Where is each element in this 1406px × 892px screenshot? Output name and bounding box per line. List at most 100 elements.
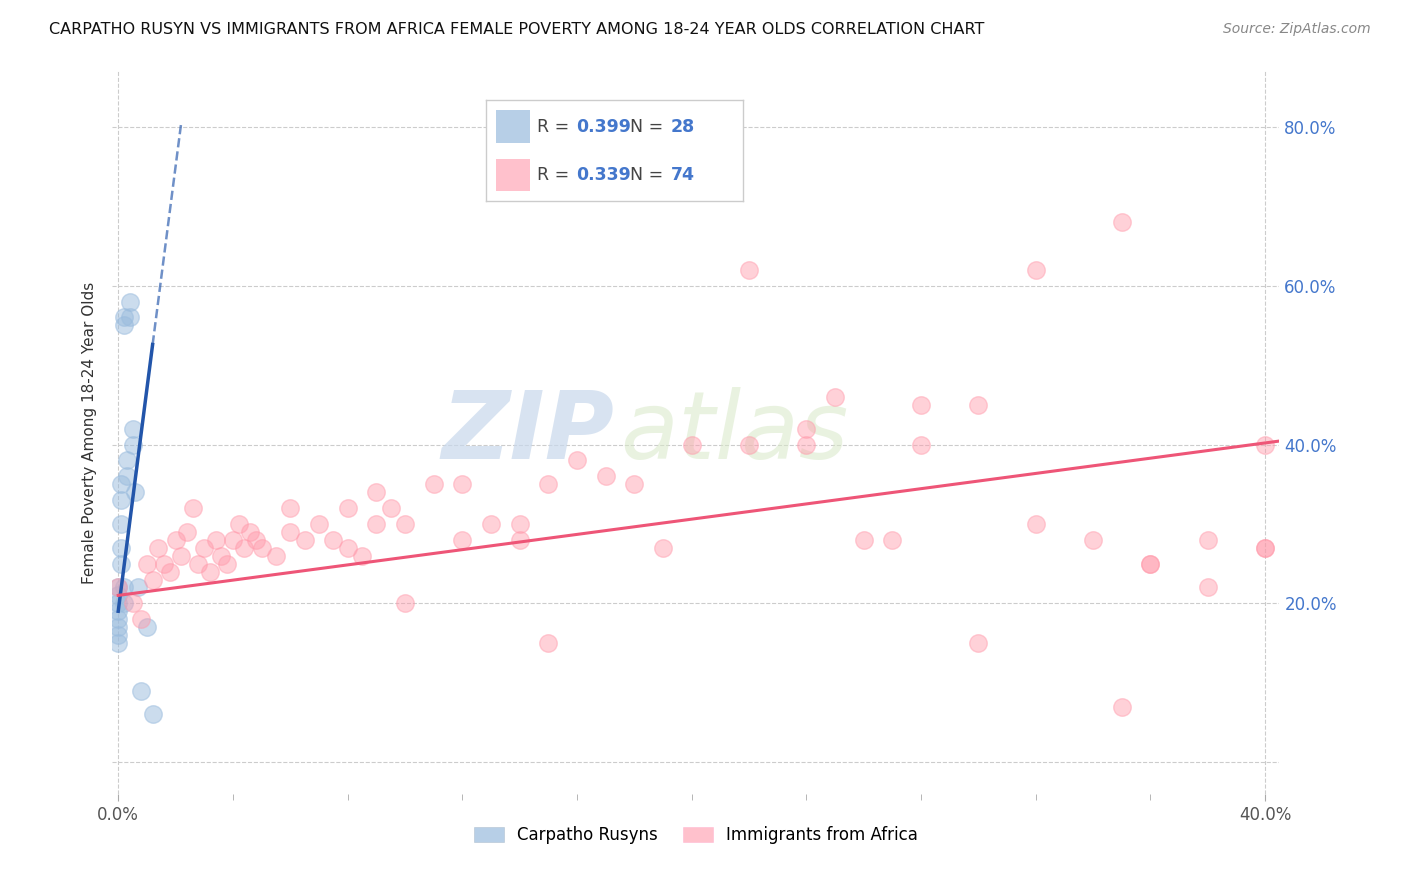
Text: CARPATHO RUSYN VS IMMIGRANTS FROM AFRICA FEMALE POVERTY AMONG 18-24 YEAR OLDS CO: CARPATHO RUSYN VS IMMIGRANTS FROM AFRICA…	[49, 22, 984, 37]
Point	[112, 318, 135, 333]
Point	[336, 501, 359, 516]
Point	[294, 533, 316, 547]
Point	[738, 263, 761, 277]
Legend: Carpatho Rusyns, Immigrants from Africa: Carpatho Rusyns, Immigrants from Africa	[467, 819, 925, 851]
Point	[422, 477, 444, 491]
Point	[380, 501, 402, 516]
Point	[910, 437, 932, 451]
Point	[107, 581, 129, 595]
Point	[451, 477, 474, 491]
Point	[135, 620, 157, 634]
Point	[107, 628, 129, 642]
Text: Source: ZipAtlas.com: Source: ZipAtlas.com	[1223, 22, 1371, 37]
Point	[228, 516, 250, 531]
Point	[165, 533, 187, 547]
Point	[366, 516, 388, 531]
Point	[142, 707, 165, 722]
Point	[193, 541, 215, 555]
Point	[170, 549, 193, 563]
Point	[107, 604, 129, 618]
Point	[910, 398, 932, 412]
Point	[142, 573, 165, 587]
Point	[278, 501, 301, 516]
Point	[565, 453, 588, 467]
Point	[121, 437, 143, 451]
Point	[198, 565, 221, 579]
Point	[738, 437, 761, 451]
Point	[308, 516, 330, 531]
Point	[366, 485, 388, 500]
Point	[148, 541, 170, 555]
Point	[245, 533, 267, 547]
Point	[967, 636, 990, 650]
Point	[153, 557, 176, 571]
Point	[350, 549, 373, 563]
Point	[394, 596, 416, 610]
Point	[110, 516, 132, 531]
Point	[239, 524, 262, 539]
Point	[623, 477, 645, 491]
Point	[264, 549, 287, 563]
Point	[278, 524, 301, 539]
Point	[1111, 699, 1133, 714]
Point	[1139, 557, 1161, 571]
Point	[118, 310, 141, 325]
Point	[509, 533, 531, 547]
Point	[112, 581, 135, 595]
Point	[233, 541, 256, 555]
Point	[124, 485, 146, 500]
Point	[118, 294, 141, 309]
Point	[1254, 541, 1277, 555]
Point	[250, 541, 273, 555]
Point	[115, 469, 138, 483]
Point	[204, 533, 226, 547]
Point	[336, 541, 359, 555]
Point	[796, 422, 818, 436]
Point	[824, 390, 846, 404]
Point	[107, 612, 129, 626]
Point	[882, 533, 904, 547]
Point	[509, 516, 531, 531]
Point	[121, 422, 143, 436]
Point	[159, 565, 181, 579]
Point	[537, 636, 560, 650]
Point	[1025, 516, 1047, 531]
Point	[129, 683, 152, 698]
Point	[115, 453, 138, 467]
Point	[796, 437, 818, 451]
Point	[451, 533, 474, 547]
Point	[967, 398, 990, 412]
Point	[110, 477, 132, 491]
Y-axis label: Female Poverty Among 18-24 Year Olds: Female Poverty Among 18-24 Year Olds	[82, 282, 97, 583]
Point	[110, 541, 132, 555]
Point	[1254, 541, 1277, 555]
Point	[1081, 533, 1104, 547]
Point	[181, 501, 204, 516]
Text: ZIP: ZIP	[441, 386, 614, 479]
Point	[652, 541, 675, 555]
Point	[1111, 215, 1133, 229]
Point	[129, 612, 152, 626]
Point	[110, 493, 132, 508]
Point	[107, 620, 129, 634]
Point	[209, 549, 232, 563]
Point	[107, 636, 129, 650]
Text: atlas: atlas	[620, 387, 848, 478]
Point	[479, 516, 502, 531]
Point	[1139, 557, 1161, 571]
Point	[1025, 263, 1047, 277]
Point	[1254, 437, 1277, 451]
Point	[1197, 533, 1219, 547]
Point	[107, 588, 129, 602]
Point	[681, 437, 703, 451]
Point	[595, 469, 617, 483]
Point	[135, 557, 157, 571]
Point	[222, 533, 245, 547]
Point	[110, 557, 132, 571]
Point	[187, 557, 209, 571]
Point	[394, 516, 416, 531]
Point	[852, 533, 875, 547]
Point	[176, 524, 198, 539]
Point	[107, 596, 129, 610]
Point	[127, 581, 149, 595]
